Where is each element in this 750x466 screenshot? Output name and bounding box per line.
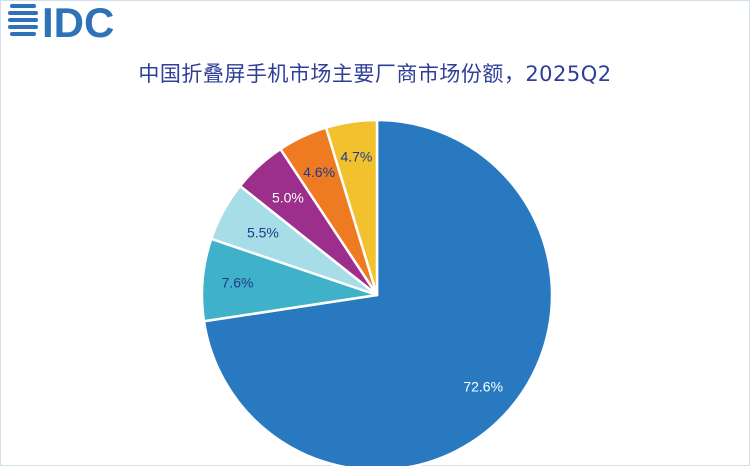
slice-data-label: 4.7% <box>340 149 372 165</box>
slice-data-label: 5.5% <box>247 225 279 241</box>
idc-logo-text: IDC <box>42 0 114 44</box>
slice-data-label: 72.6% <box>463 378 503 394</box>
pie-slices <box>200 118 554 466</box>
chart-title: 中国折叠屏手机市场主要厂商市场份额，2025Q2 <box>138 62 612 86</box>
idc-logo: IDC <box>8 0 114 44</box>
pie-slice <box>324 118 379 297</box>
slice-data-label: 5.0% <box>272 190 304 206</box>
pie-labels: 72.6% 7.6% 5.5% 5.0% 4.6% 4.7% <box>222 149 504 395</box>
idc-logo-mark <box>8 4 38 36</box>
slice-data-label: 7.6% <box>222 275 254 291</box>
slice-data-label: 4.6% <box>303 164 335 180</box>
